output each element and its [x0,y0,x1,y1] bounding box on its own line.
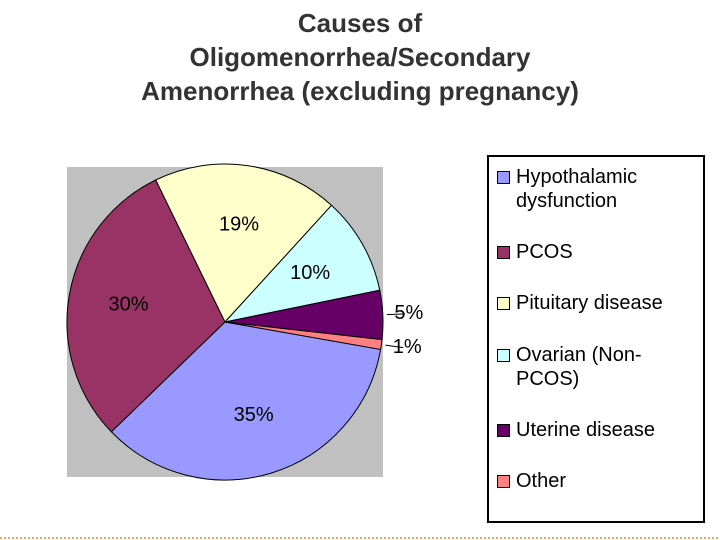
legend-item: Uterine disease [497,418,697,442]
pie-slice [224,321,383,351]
pie-slice [110,321,382,481]
legend-swatch [497,423,510,437]
pie-slice [66,179,226,433]
leader-line [386,313,405,316]
legend-swatch [497,348,510,362]
pie-slice [223,204,381,323]
legend-label: Ovarian (Non-PCOS) [516,343,642,390]
legend-swatch [497,474,510,488]
title-line: Amenorrhea (excluding pregnancy) [141,76,579,106]
legend-label: PCOS [516,241,573,264]
legend-item: PCOS [497,240,697,264]
data-label: 1% [393,336,422,358]
legend-label: Uterine disease [516,418,655,441]
title-line: Causes of [297,8,423,38]
data-label: 30% [109,293,149,315]
legend-swatch [497,171,510,184]
data-label: 19% [219,213,259,235]
data-label: 35% [234,404,274,426]
legend-label: Other [516,469,567,492]
legend-item: Other [497,469,697,493]
data-label: 5% [394,302,423,324]
title-line: Oligomenorrhea/Secondary [189,42,531,72]
legend-swatch [497,297,510,311]
legend-item: Hypothalamic dysfunction [497,165,697,213]
pie-slice [155,163,333,323]
legend-item: Pituitary disease [497,291,697,315]
legend-label: Hypothalamic dysfunction [516,166,638,212]
data-label: 10% [290,262,330,284]
legend: Hypothalamic dysfunction PCOS Pituitary di… [487,155,705,523]
legend-label: Pituitary disease [516,292,663,315]
legend-item: Ovarian (Non-PCOS) [497,343,697,391]
chart-title: Causes of Oligomenorrhea/Secondary Amenorr… [0,6,720,108]
legend-swatch [497,246,510,260]
leader-line [385,344,404,349]
